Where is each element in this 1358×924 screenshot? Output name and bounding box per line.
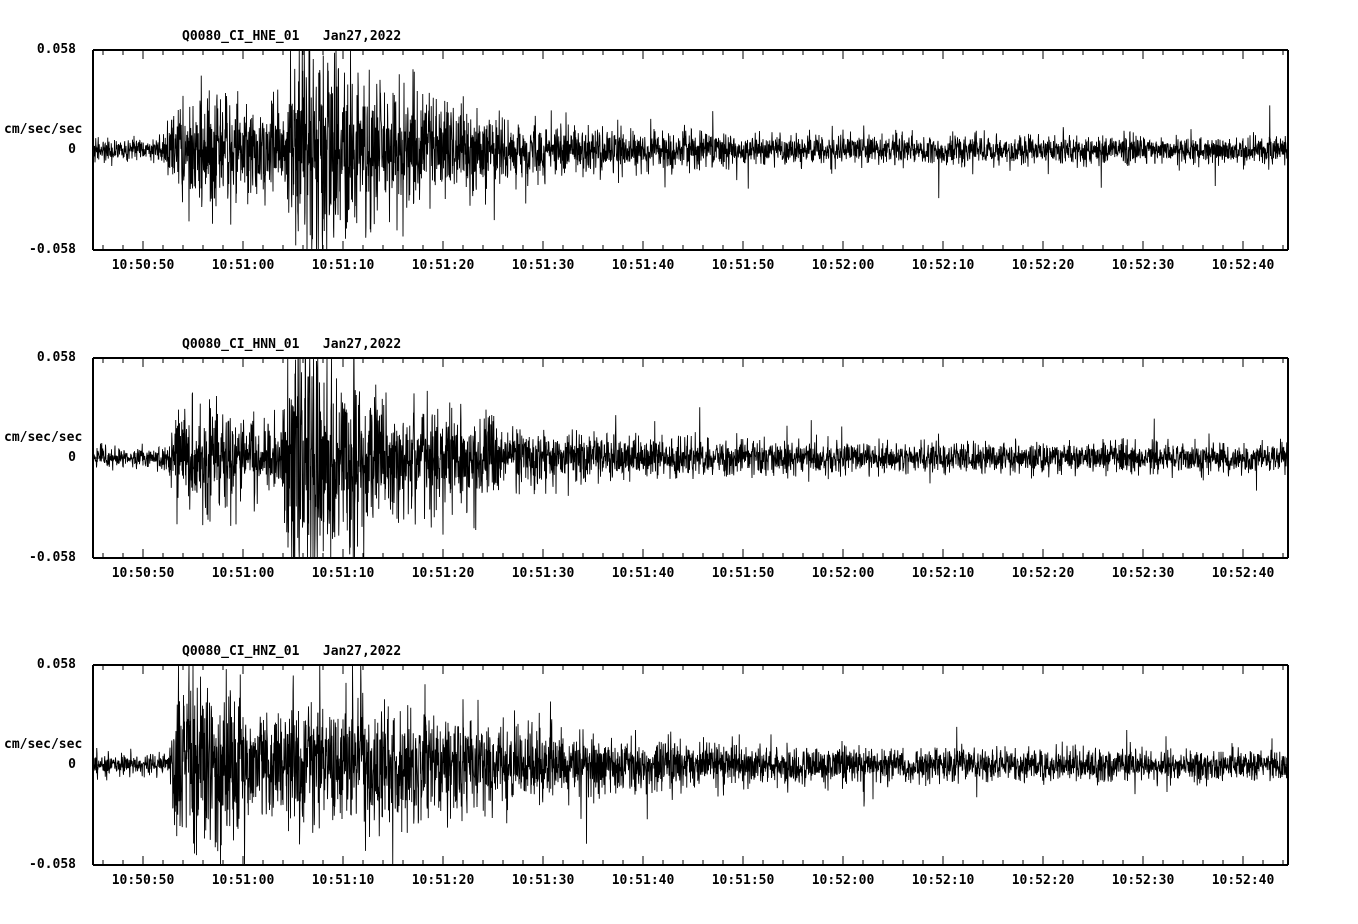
plot-area-hnz bbox=[92, 664, 1289, 866]
x-tick-label-hnz-3: 10:51:20 bbox=[411, 873, 475, 888]
x-tick-label-hnn-4: 10:51:30 bbox=[511, 566, 575, 581]
x-tick-label-hne-3: 10:51:20 bbox=[411, 258, 475, 273]
x-tick-label-hnn-7: 10:52:00 bbox=[811, 566, 875, 581]
waveform-trace-hne bbox=[92, 49, 1289, 251]
x-tick-label-hnn-5: 10:51:40 bbox=[611, 566, 675, 581]
y-tick-label-hne-0: 0.058 bbox=[36, 42, 76, 57]
x-tick-label-hne-0: 10:50:50 bbox=[111, 258, 175, 273]
x-tick-label-hnn-1: 10:51:00 bbox=[211, 566, 275, 581]
x-tick-label-hne-6: 10:51:50 bbox=[711, 258, 775, 273]
x-tick-label-hnz-8: 10:52:10 bbox=[911, 873, 975, 888]
x-tick-label-hnz-4: 10:51:30 bbox=[511, 873, 575, 888]
x-tick-label-hnz-6: 10:51:50 bbox=[711, 873, 775, 888]
y-tick-label-hnn-0: 0.058 bbox=[36, 350, 76, 365]
x-tick-label-hnz-7: 10:52:00 bbox=[811, 873, 875, 888]
x-tick-label-hne-8: 10:52:10 bbox=[911, 258, 975, 273]
x-tick-label-hnn-2: 10:51:10 bbox=[311, 566, 375, 581]
y-axis-units-hnz: cm/sec/sec bbox=[4, 737, 83, 752]
y-tick-label-hnz-2: -0.058 bbox=[29, 857, 76, 872]
x-tick-label-hnz-2: 10:51:10 bbox=[311, 873, 375, 888]
panel-title-hnn: Q0080_CI_HNN_01 Jan27,2022 bbox=[182, 337, 402, 352]
x-axis-ticks-hnz bbox=[102, 665, 1284, 865]
x-tick-label-hne-4: 10:51:30 bbox=[511, 258, 575, 273]
plot-area-hnn bbox=[92, 357, 1289, 559]
plot-area-hne bbox=[92, 49, 1289, 251]
x-tick-label-hnn-0: 10:50:50 bbox=[111, 566, 175, 581]
x-axis-ticks-hne bbox=[102, 50, 1284, 250]
x-tick-label-hnz-10: 10:52:30 bbox=[1111, 873, 1175, 888]
y-tick-label-hne-1: 0 bbox=[68, 142, 76, 157]
x-tick-label-hnn-6: 10:51:50 bbox=[711, 566, 775, 581]
y-tick-label-hnz-0: 0.058 bbox=[36, 657, 76, 672]
waveform-trace-hnn bbox=[92, 357, 1289, 559]
x-tick-label-hnn-9: 10:52:20 bbox=[1011, 566, 1075, 581]
y-axis-units-hne: cm/sec/sec bbox=[4, 122, 83, 137]
x-tick-label-hnn-3: 10:51:20 bbox=[411, 566, 475, 581]
y-tick-label-hnn-2: -0.058 bbox=[29, 550, 76, 565]
panel-title-hnz: Q0080_CI_HNZ_01 Jan27,2022 bbox=[182, 644, 402, 659]
x-tick-label-hne-11: 10:52:40 bbox=[1211, 258, 1275, 273]
x-tick-label-hne-5: 10:51:40 bbox=[611, 258, 675, 273]
x-axis-ticks-hnn bbox=[102, 358, 1284, 558]
x-tick-label-hne-10: 10:52:30 bbox=[1111, 258, 1175, 273]
x-tick-label-hne-2: 10:51:10 bbox=[311, 258, 375, 273]
y-tick-label-hne-2: -0.058 bbox=[29, 242, 76, 257]
x-tick-label-hne-9: 10:52:20 bbox=[1011, 258, 1075, 273]
y-axis-units-hnn: cm/sec/sec bbox=[4, 430, 83, 445]
y-tick-label-hnz-1: 0 bbox=[68, 757, 76, 772]
y-tick-label-hnn-1: 0 bbox=[68, 450, 76, 465]
x-tick-label-hne-1: 10:51:00 bbox=[211, 258, 275, 273]
x-tick-label-hnn-11: 10:52:40 bbox=[1211, 566, 1275, 581]
x-tick-label-hnn-10: 10:52:30 bbox=[1111, 566, 1175, 581]
x-tick-label-hne-7: 10:52:00 bbox=[811, 258, 875, 273]
x-tick-label-hnz-9: 10:52:20 bbox=[1011, 873, 1075, 888]
waveform-trace-hnz bbox=[92, 664, 1289, 866]
x-tick-label-hnn-8: 10:52:10 bbox=[911, 566, 975, 581]
x-tick-label-hnz-5: 10:51:40 bbox=[611, 873, 675, 888]
x-tick-label-hnz-0: 10:50:50 bbox=[111, 873, 175, 888]
panel-title-hne: Q0080_CI_HNE_01 Jan27,2022 bbox=[182, 29, 402, 44]
x-tick-label-hnz-1: 10:51:00 bbox=[211, 873, 275, 888]
x-tick-label-hnz-11: 10:52:40 bbox=[1211, 873, 1275, 888]
